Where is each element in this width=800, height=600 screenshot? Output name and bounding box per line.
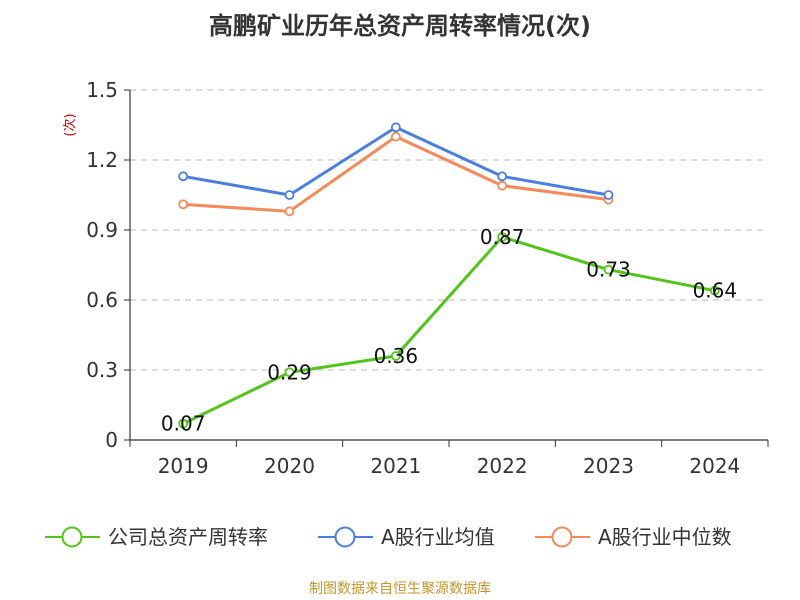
y-tick-label: 0 <box>105 428 118 452</box>
legend-marker <box>551 526 573 548</box>
data-point <box>178 171 189 182</box>
data-point <box>497 232 508 242</box>
y-tick-label: 0.9 <box>86 218 118 242</box>
y-tick-label: 1.5 <box>86 78 118 102</box>
y-tick-label: 1.2 <box>86 148 118 172</box>
y-axis-label: (次) <box>62 113 78 136</box>
legend-marker <box>334 526 356 548</box>
series-layer <box>178 122 720 429</box>
data-label: 0.36 <box>374 344 419 368</box>
data-point <box>603 190 614 200</box>
series-line-0 <box>182 235 716 426</box>
data-point <box>178 199 189 210</box>
data-point <box>390 122 401 133</box>
grid-layer <box>130 89 768 371</box>
data-label: 0.29 <box>267 360 312 384</box>
x-tick-label: 2023 <box>583 454 634 478</box>
series-line-2 <box>183 135 609 213</box>
chart-title: 高鹏矿业历年总资产周转率情况(次) <box>209 12 591 40</box>
data-point <box>603 264 614 275</box>
data-point <box>178 418 189 429</box>
data-label: 0.87 <box>480 225 525 249</box>
legend-label: A股行业中位数 <box>598 525 732 549</box>
x-tick-label: 2022 <box>477 454 528 478</box>
x-tick-label: 2019 <box>158 454 209 478</box>
data-label: 0.64 <box>693 279 738 303</box>
legend-label: 公司总资产周转率 <box>108 525 268 549</box>
y-tick-label: 0.6 <box>86 288 118 312</box>
legend-marker <box>61 526 83 548</box>
data-point <box>390 351 401 361</box>
x-tick-label: 2024 <box>689 454 740 478</box>
data-point <box>390 131 401 142</box>
data-point <box>497 180 508 191</box>
axis-layer: 0 0.3 0.6 0.9 1.2 1.5 (次) 2019 2020 2021 2022 2023 2… <box>62 78 769 478</box>
source-note: 制图数据来自恒生聚源数据库 <box>309 581 491 597</box>
data-point <box>709 285 720 296</box>
data-point <box>284 206 295 217</box>
data-label: 0.73 <box>586 258 631 282</box>
x-tick-label: 2020 <box>264 454 315 478</box>
legend: 公司总资产周转率 A股行业均值 A股行业中位数 <box>45 525 732 549</box>
y-tick-label: 0.3 <box>86 358 118 382</box>
legend-label: A股行业均值 <box>381 525 495 549</box>
data-label-layer: 0.07 0.29 0.36 0.87 0.73 0.64 <box>161 225 737 436</box>
data-point <box>284 190 295 200</box>
data-label: 0.07 <box>161 412 206 436</box>
data-point <box>497 171 508 182</box>
x-tick-label: 2021 <box>370 454 421 478</box>
data-point <box>284 367 295 378</box>
